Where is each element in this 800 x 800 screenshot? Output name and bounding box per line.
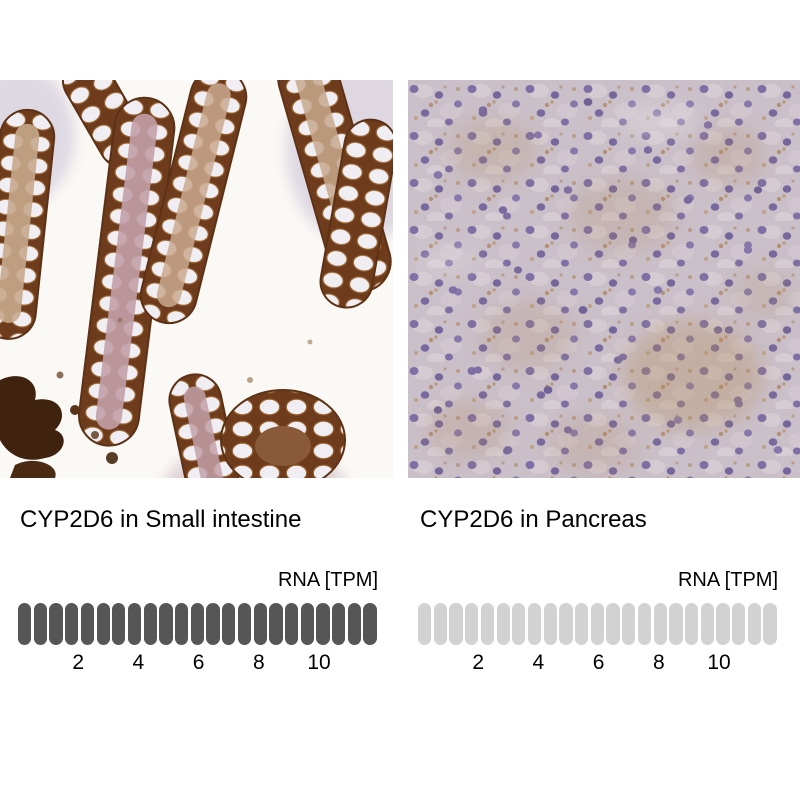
tpm-segment: [80, 603, 95, 645]
tpm-segment: [512, 603, 526, 645]
tpm-segment: [363, 603, 377, 645]
tpm-segment: [316, 603, 330, 645]
tpm-segment: [575, 603, 589, 645]
tpm-segment: [222, 603, 236, 645]
ihc-image-pancreas: [408, 80, 800, 478]
tick-label: 2: [72, 651, 85, 674]
tpm-segment: [253, 603, 267, 645]
tpm-segment: [527, 603, 542, 645]
crypt-cross-section: [220, 389, 346, 478]
tpm-segment: [18, 603, 32, 645]
tpm-segment: [33, 603, 47, 645]
tick-label: 4: [532, 651, 545, 674]
tpm-segment: [747, 603, 762, 645]
tpm-bar-small-intestine: [18, 603, 378, 645]
tpm-segment: [65, 603, 79, 645]
tpm-segment: [96, 603, 110, 645]
tpm-segment: [700, 603, 714, 645]
ihc-image-small-intestine: [0, 80, 393, 478]
rna-units-label-small-intestine: RNA [TPM]: [277, 569, 378, 591]
tpm-segment: [433, 603, 447, 645]
tpm-segment: [716, 603, 730, 645]
tpm-segment: [190, 603, 204, 645]
tick-label: 8: [652, 651, 665, 674]
tpm-segment: [496, 603, 510, 645]
tpm-segment: [684, 603, 699, 645]
tpm-segment: [347, 603, 362, 645]
villi-group: [0, 80, 393, 478]
tpm-segment: [284, 603, 299, 645]
tpm-segment: [669, 603, 683, 645]
tick-label: 4: [132, 651, 145, 674]
tpm-segment: [465, 603, 479, 645]
tick-label: 2: [472, 651, 485, 674]
tpm-segment: [112, 603, 126, 645]
tpm-segment: [269, 603, 283, 645]
tpm-segment: [206, 603, 220, 645]
tpm-segment: [159, 603, 173, 645]
tick-label: 6: [592, 651, 605, 674]
tpm-segment: [543, 603, 557, 645]
tpm-segment: [175, 603, 189, 645]
dark-fragments: [0, 317, 313, 478]
pancreas-ihc-svg: [408, 80, 800, 478]
panel-title-pancreas: CYP2D6 in Pancreas: [420, 506, 647, 533]
tpm-segment: [143, 603, 157, 645]
tpm-segment: [637, 603, 652, 645]
tick-label: 10: [707, 651, 731, 674]
tpm-segment: [418, 603, 432, 645]
tpm-axis-small-intestine: 2 4 6 8 10: [18, 650, 378, 676]
tick-label: 8: [252, 651, 265, 674]
tpm-segment: [590, 603, 604, 645]
tpm-segment: [559, 603, 573, 645]
tpm-bar-pancreas: [418, 603, 778, 645]
tick-label: 6: [192, 651, 205, 674]
tpm-segment: [237, 603, 252, 645]
tpm-segment: [127, 603, 142, 645]
tpm-segment: [49, 603, 63, 645]
tpm-segment: [332, 603, 346, 645]
panel-title-small-intestine: CYP2D6 in Small intestine: [20, 506, 302, 533]
tpm-segment: [763, 603, 777, 645]
tpm-segment: [300, 603, 314, 645]
tpm-segment: [622, 603, 636, 645]
tpm-axis-pancreas: 2 4 6 8 10: [418, 650, 778, 676]
tpm-segment: [653, 603, 667, 645]
small-intestine-ihc-svg: [0, 80, 393, 478]
tpm-segment: [449, 603, 463, 645]
tpm-segment: [606, 603, 620, 645]
tick-label: 10: [307, 651, 331, 674]
tpm-segment: [480, 603, 495, 645]
rna-units-label-pancreas: RNA [TPM]: [677, 569, 778, 591]
tpm-segment: [732, 603, 746, 645]
grain-overlay: [408, 80, 800, 478]
